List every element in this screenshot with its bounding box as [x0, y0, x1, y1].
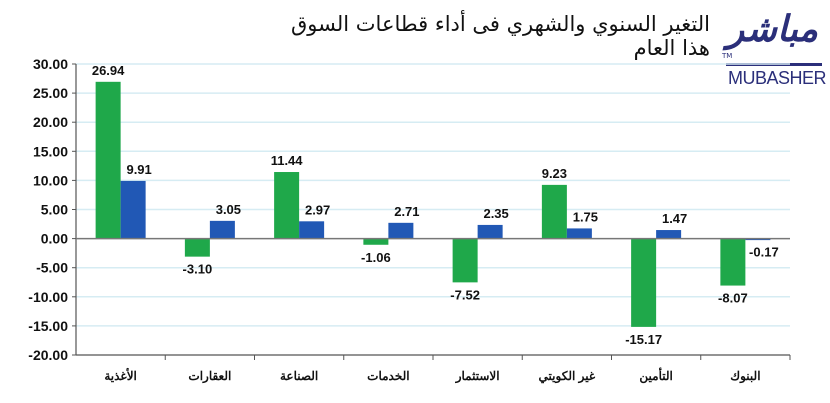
- monthly-data-label: -0.17: [749, 245, 779, 260]
- logo-trademark: TM: [722, 52, 733, 60]
- monthly-bar: [477, 224, 503, 239]
- x-category-label: البنوك: [730, 369, 760, 384]
- annual-data-label: 9.23: [542, 166, 567, 181]
- chart-title: التغير السنوي والشهري فى أداء قطاعات الس…: [291, 12, 710, 60]
- y-axis-labels: 30.00 25.00 20.00 15.00 10.00 5.00 0.00 -5.00 -1…: [28, 56, 68, 363]
- monthly-data-label: 2.97: [305, 202, 330, 217]
- monthly-bar: [388, 222, 414, 239]
- y-tick-label: 25.00: [33, 85, 68, 101]
- y-tick-label: -10.00: [28, 289, 68, 305]
- axes: [72, 63, 791, 360]
- x-axis-labels: الأغذية العقارات الصناعة الخدمات الاستثمار غي…: [104, 367, 760, 384]
- monthly-data-label: 1.75: [573, 209, 598, 224]
- monthly-bar: [656, 230, 682, 239]
- monthly-data-label: 1.47: [662, 211, 687, 226]
- annual-data-label: -3.10: [183, 262, 213, 277]
- annual-bar: [363, 238, 389, 245]
- annual-bar: [541, 184, 567, 239]
- x-category-label: الصناعة: [280, 369, 318, 383]
- y-tick-label: 0.00: [41, 231, 68, 247]
- bars: [95, 81, 771, 327]
- monthly-bar: [209, 220, 235, 239]
- data-labels: 26.94 9.91 -3.10 3.05 11.44 2.97 -1.06 2.71 -7.5…: [92, 63, 779, 347]
- y-tick-label: -5.00: [36, 260, 68, 276]
- gridlines: [76, 63, 790, 327]
- x-category-label: غير الكويتي: [539, 369, 596, 384]
- y-tick-label: 30.00: [33, 56, 68, 72]
- annual-data-label: -15.17: [625, 332, 662, 347]
- monthly-bar: [120, 180, 146, 239]
- annual-bar: [184, 238, 210, 257]
- monthly-data-label: 9.91: [126, 162, 151, 177]
- annual-data-label: -8.07: [718, 291, 748, 306]
- monthly-bar: [299, 221, 325, 239]
- y-tick-label: 5.00: [41, 202, 68, 218]
- annual-bar: [274, 172, 300, 239]
- monthly-bar: [566, 228, 592, 239]
- monthly-data-label: 2.71: [394, 204, 419, 219]
- annual-data-label: 11.44: [271, 153, 304, 168]
- mubasher-logo: مباشر TM MUBASHER: [722, 8, 827, 92]
- x-category-label: الأغذية: [104, 368, 137, 383]
- logo-arabic-text: مباشر: [726, 8, 818, 50]
- monthly-data-label: 2.35: [483, 206, 508, 221]
- annual-data-label: -1.06: [361, 250, 391, 265]
- x-category-label: التأمين: [639, 367, 672, 384]
- logo-english-text: MUBASHER: [728, 68, 827, 88]
- x-category-label: الخدمات: [367, 369, 409, 383]
- y-tick-label: -20.00: [28, 347, 68, 363]
- annual-bar: [720, 238, 746, 286]
- annual-bar: [631, 238, 657, 327]
- annual-bar: [95, 81, 121, 239]
- y-tick-label: 10.00: [33, 172, 68, 188]
- x-category-label: العقارات: [188, 369, 231, 384]
- annual-data-label: -7.52: [450, 287, 480, 302]
- annual-data-label: 26.94: [92, 63, 125, 78]
- monthly-data-label: 3.05: [216, 202, 241, 217]
- y-tick-label: 15.00: [33, 143, 68, 159]
- y-tick-label: 20.00: [33, 114, 68, 130]
- annual-bar: [452, 238, 478, 283]
- y-tick-label: -15.00: [28, 318, 68, 334]
- x-category-label: الاستثمار: [455, 369, 500, 384]
